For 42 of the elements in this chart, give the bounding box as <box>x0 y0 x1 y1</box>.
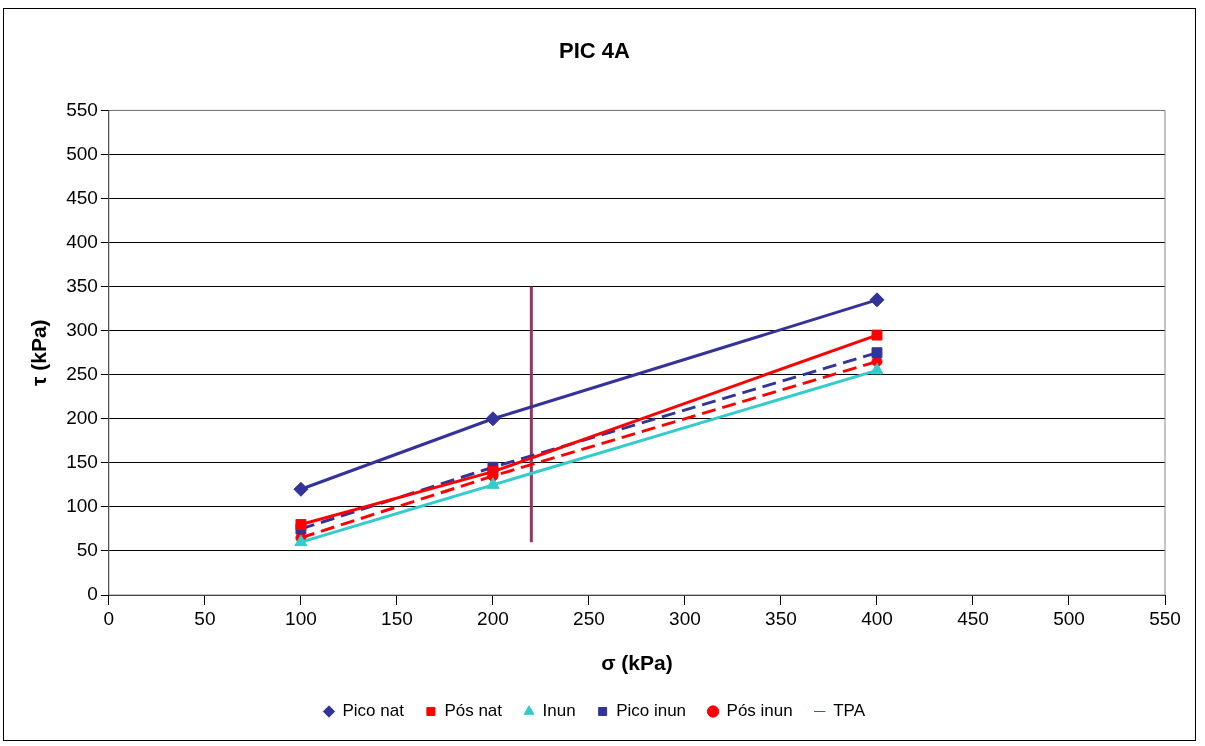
chart-title: PIC 4A <box>559 38 631 64</box>
y-axis-title: τ (kPa) <box>27 319 51 386</box>
point <box>487 466 499 478</box>
x-tick-label: 150 <box>381 607 413 629</box>
point <box>293 481 309 497</box>
y-tick-label: 500 <box>66 142 98 164</box>
x-tick-label: 300 <box>669 607 701 629</box>
x-tick-label: 550 <box>1149 607 1181 629</box>
y-tick-label: 550 <box>66 98 98 120</box>
x-tick-label: 0 <box>103 607 115 629</box>
x-tick-label: 200 <box>477 607 509 629</box>
point <box>869 292 885 308</box>
point <box>485 411 501 427</box>
x-tick-label: 250 <box>573 607 605 629</box>
point <box>871 329 883 341</box>
x-tick-label: 50 <box>194 607 216 629</box>
x-axis-title: σ (kPa) <box>601 651 673 675</box>
y-tick-label: 0 <box>87 583 98 605</box>
y-tick-label: 300 <box>66 318 98 340</box>
y-tick-label: 150 <box>66 451 98 473</box>
y-tick-label: 400 <box>66 230 98 252</box>
x-tick-label: 100 <box>285 607 317 629</box>
legend-label: Pós inun <box>726 701 793 721</box>
y-tick-label: 350 <box>66 274 98 296</box>
point <box>871 347 883 359</box>
x-tick-label: 400 <box>861 607 893 629</box>
point <box>486 477 500 489</box>
y-tick-label: 250 <box>66 362 98 384</box>
legend-label: TPA <box>833 701 866 721</box>
legend-label: Pico inun <box>616 701 687 721</box>
y-tick-label: 200 <box>66 407 98 429</box>
point <box>870 362 884 375</box>
x-tick-label: 500 <box>1053 607 1085 629</box>
legend-label: Pico nat <box>342 701 405 721</box>
point <box>295 519 307 530</box>
x-tick-label: 450 <box>957 607 989 629</box>
y-tick-label: 450 <box>66 186 98 208</box>
y-tick-label: 100 <box>66 495 98 517</box>
legend-label: Pós nat <box>444 701 503 721</box>
legend-label: Inun <box>542 701 576 721</box>
x-tick-label: 350 <box>765 607 797 629</box>
y-tick-label: 50 <box>76 539 98 561</box>
